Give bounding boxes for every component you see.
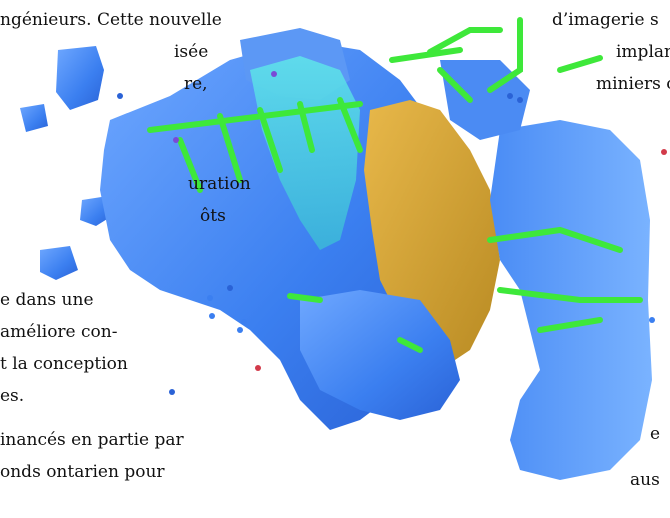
text-line: aus [630,470,660,490]
text-line: re, [184,74,208,94]
text-line: e dans une [0,290,94,310]
sample-points [117,71,667,395]
text-line: t la conception [0,354,128,374]
text-line: es. [0,386,25,406]
text-line: d’imagerie s [552,10,659,30]
text-line: améliore con- [0,322,118,342]
text-line: inancés en partie par [0,430,184,450]
text-line: miniers c [596,74,670,94]
text-line: isée [174,42,209,62]
text-line: ngénieurs. Cette nouvelle [0,10,222,30]
ore-fragment [40,246,78,280]
text-line: onds ontarien pour [0,462,165,482]
text-line: ôts [200,206,226,226]
text-line: e [650,424,661,444]
text-line: uration [188,174,251,194]
text-line: implan [616,42,670,62]
mine-tunnels [147,17,643,353]
ore-fragment [56,46,104,110]
ore-fragment [20,104,48,132]
ore-body-lower [300,290,460,420]
